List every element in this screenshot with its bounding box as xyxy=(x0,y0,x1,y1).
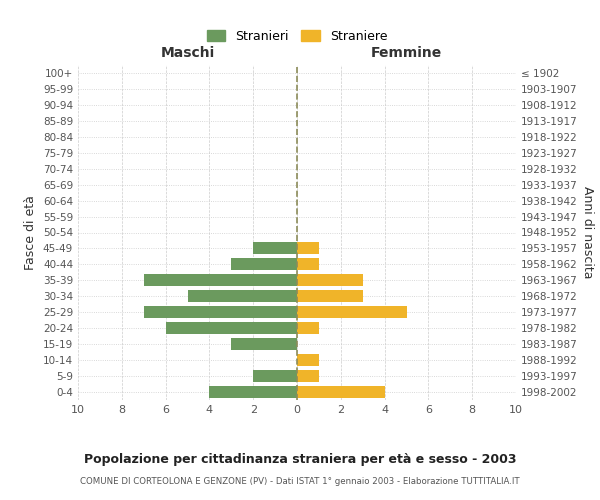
Text: COMUNE DI CORTEOLONA E GENZONE (PV) - Dati ISTAT 1° gennaio 2003 - Elaborazione : COMUNE DI CORTEOLONA E GENZONE (PV) - Da… xyxy=(80,478,520,486)
Bar xyxy=(297,242,319,254)
Bar xyxy=(253,370,297,382)
Bar xyxy=(232,338,297,350)
Bar xyxy=(144,306,297,318)
Text: Popolazione per cittadinanza straniera per età e sesso - 2003: Popolazione per cittadinanza straniera p… xyxy=(84,452,516,466)
Bar xyxy=(297,274,362,286)
Bar xyxy=(144,274,297,286)
Bar xyxy=(209,386,297,398)
Legend: Stranieri, Straniere: Stranieri, Straniere xyxy=(202,25,392,48)
Bar xyxy=(297,306,407,318)
Bar xyxy=(297,370,319,382)
Bar xyxy=(297,290,362,302)
Bar xyxy=(232,258,297,270)
Y-axis label: Fasce di età: Fasce di età xyxy=(25,195,37,270)
Bar xyxy=(297,386,385,398)
Text: Maschi: Maschi xyxy=(160,46,215,60)
Bar xyxy=(253,242,297,254)
Bar xyxy=(297,258,319,270)
Bar xyxy=(187,290,297,302)
Y-axis label: Anni di nascita: Anni di nascita xyxy=(581,186,594,279)
Bar xyxy=(297,322,319,334)
Bar xyxy=(166,322,297,334)
Text: Femmine: Femmine xyxy=(371,46,442,60)
Bar xyxy=(297,354,319,366)
